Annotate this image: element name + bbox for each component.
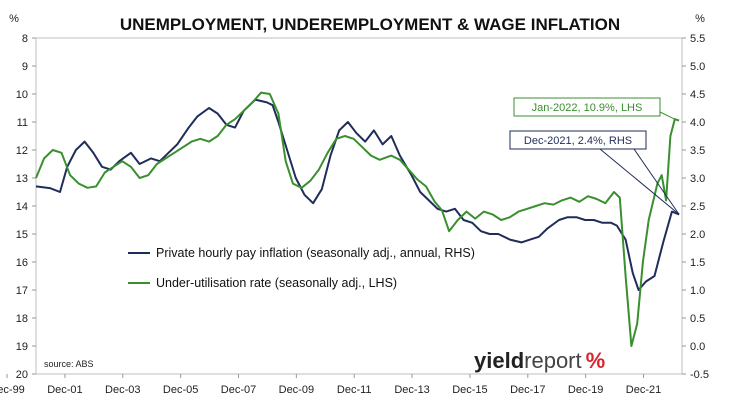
brand-symbol: % [586, 348, 606, 373]
left-tick-label: 13 [16, 173, 28, 185]
left-tick-label: 12 [16, 145, 28, 157]
left-tick-label: 19 [16, 341, 28, 353]
right-tick-label: 3.5 [690, 145, 705, 157]
left-tick-label: 20 [16, 369, 28, 381]
left-axis-ticks: 8 9 10 11 12 13 14 15 16 17 18 19 20 [16, 33, 36, 381]
right-tick-label: 3.0 [690, 173, 705, 185]
left-tick-label: 14 [16, 201, 28, 213]
x-tick-label: Dec-17 [510, 384, 545, 396]
annotation-dec-2021: Dec-2021, 2.4%, RHS [524, 135, 632, 147]
x-axis-ticks: Dec-99 Dec-01 Dec-03 Dec-05 Dec-07 Dec-09 Dec-… [0, 374, 661, 396]
brand-part-2: report [524, 348, 581, 373]
legend-label-underutilisation: Under-utilisation rate (seasonally adj.,… [156, 276, 397, 290]
right-tick-label: 5.5 [690, 33, 705, 45]
left-tick-label: 15 [16, 229, 28, 241]
x-tick-label: Dec-21 [626, 384, 661, 396]
chart-title: UNEMPLOYMENT, UNDEREMPLOYMENT & WAGE INF… [120, 15, 620, 34]
x-tick-label: Dec-05 [163, 384, 198, 396]
right-tick-label: 4.5 [690, 89, 705, 101]
yieldreport-logo: yieldreport% [474, 348, 605, 373]
annotation-leader-dec-2021-b [633, 148, 680, 215]
brand-part-1: yield [474, 348, 524, 373]
legend: Private hourly pay inflation (seasonally… [128, 246, 475, 290]
left-tick-label: 18 [16, 313, 28, 325]
legend-label-pay: Private hourly pay inflation (seasonally… [156, 246, 475, 260]
right-tick-label: 5.0 [690, 61, 705, 73]
right-tick-label: 1.5 [690, 257, 705, 269]
right-tick-label: 0.0 [690, 341, 705, 353]
x-tick-label: Dec-09 [279, 384, 314, 396]
series-line-under-utilisation [35, 91, 680, 347]
x-tick-label: Dec-03 [105, 384, 140, 396]
x-tick-label: Dec-13 [394, 384, 429, 396]
right-tick-label: 1.0 [690, 285, 705, 297]
left-tick-label: 10 [16, 89, 28, 101]
x-tick-label: Dec-19 [568, 384, 603, 396]
right-tick-label: 0.5 [690, 313, 705, 325]
series-line-private-hourly-pay [35, 98, 680, 291]
annotation-leader-dec-2021 [599, 148, 680, 215]
svg-text:yieldreport%: yieldreport% [474, 348, 605, 373]
annotation-box-jan-2022 [513, 97, 661, 117]
annotation-leader-jan-2022 [659, 111, 675, 120]
x-tick-label: Dec-99 [0, 384, 25, 396]
right-tick-label: -0.5 [690, 369, 709, 381]
x-tick-label: Dec-07 [221, 384, 256, 396]
annotation-jan-2022: Jan-2022, 10.9%, LHS [532, 102, 643, 114]
left-tick-label: 16 [16, 257, 28, 269]
x-tick-label: Dec-11 [337, 384, 372, 396]
right-tick-label: 2.5 [690, 201, 705, 213]
x-tick-label: Dec-01 [47, 384, 82, 396]
left-tick-label: 11 [17, 117, 28, 129]
series-layer [35, 91, 680, 347]
right-tick-label: 4.0 [690, 117, 705, 129]
right-axis-unit: % [695, 13, 705, 25]
annotation-box-dec-2021 [509, 130, 647, 150]
left-tick-label: 17 [16, 285, 28, 297]
annotations: Jan-2022, 10.9%, LHS Dec-2021, 2.4%, RHS [509, 97, 680, 215]
x-tick-label: Dec-15 [452, 384, 487, 396]
left-tick-label: 8 [22, 33, 28, 45]
source-note: source: ABS [44, 359, 94, 369]
left-axis-unit: % [9, 13, 19, 25]
right-tick-label: 2.0 [690, 229, 705, 241]
right-axis-ticks: 5.5 5.0 4.5 4.0 3.5 3.0 2.5 2.0 1.5 1.0 0.5 0.0 -0.5 [682, 33, 709, 381]
left-tick-label: 9 [22, 61, 28, 73]
